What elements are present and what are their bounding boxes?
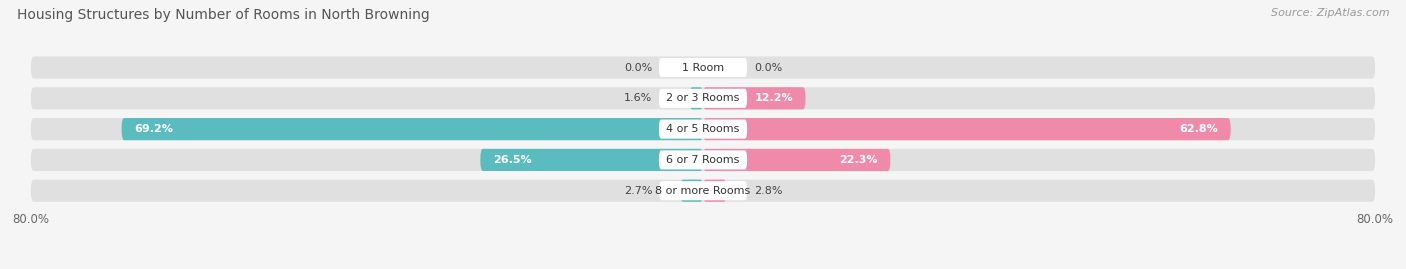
FancyBboxPatch shape [481, 149, 703, 171]
FancyBboxPatch shape [703, 118, 1230, 140]
FancyBboxPatch shape [31, 87, 1375, 109]
Legend: Owner-occupied, Renter-occupied: Owner-occupied, Renter-occupied [572, 264, 834, 269]
Text: 1.6%: 1.6% [624, 93, 652, 103]
FancyBboxPatch shape [659, 58, 747, 77]
Text: 0.0%: 0.0% [754, 62, 782, 73]
FancyBboxPatch shape [659, 89, 747, 108]
FancyBboxPatch shape [703, 180, 727, 202]
Text: 22.3%: 22.3% [839, 155, 877, 165]
FancyBboxPatch shape [31, 118, 1375, 140]
Text: 2 or 3 Rooms: 2 or 3 Rooms [666, 93, 740, 103]
FancyBboxPatch shape [689, 87, 703, 109]
Text: 1 Room: 1 Room [682, 62, 724, 73]
FancyBboxPatch shape [31, 56, 1375, 79]
Text: 0.0%: 0.0% [624, 62, 652, 73]
Text: Source: ZipAtlas.com: Source: ZipAtlas.com [1271, 8, 1389, 18]
Text: 2.7%: 2.7% [624, 186, 652, 196]
Text: 2.8%: 2.8% [754, 186, 782, 196]
FancyBboxPatch shape [659, 120, 747, 139]
FancyBboxPatch shape [703, 87, 806, 109]
FancyBboxPatch shape [659, 181, 747, 200]
FancyBboxPatch shape [681, 180, 703, 202]
Text: 69.2%: 69.2% [134, 124, 173, 134]
Text: 12.2%: 12.2% [754, 93, 793, 103]
FancyBboxPatch shape [703, 149, 890, 171]
FancyBboxPatch shape [31, 180, 1375, 202]
FancyBboxPatch shape [31, 149, 1375, 171]
Text: Housing Structures by Number of Rooms in North Browning: Housing Structures by Number of Rooms in… [17, 8, 430, 22]
FancyBboxPatch shape [121, 118, 703, 140]
Text: 62.8%: 62.8% [1180, 124, 1218, 134]
Text: 6 or 7 Rooms: 6 or 7 Rooms [666, 155, 740, 165]
Text: 26.5%: 26.5% [494, 155, 531, 165]
FancyBboxPatch shape [659, 150, 747, 169]
Text: 4 or 5 Rooms: 4 or 5 Rooms [666, 124, 740, 134]
Text: 8 or more Rooms: 8 or more Rooms [655, 186, 751, 196]
